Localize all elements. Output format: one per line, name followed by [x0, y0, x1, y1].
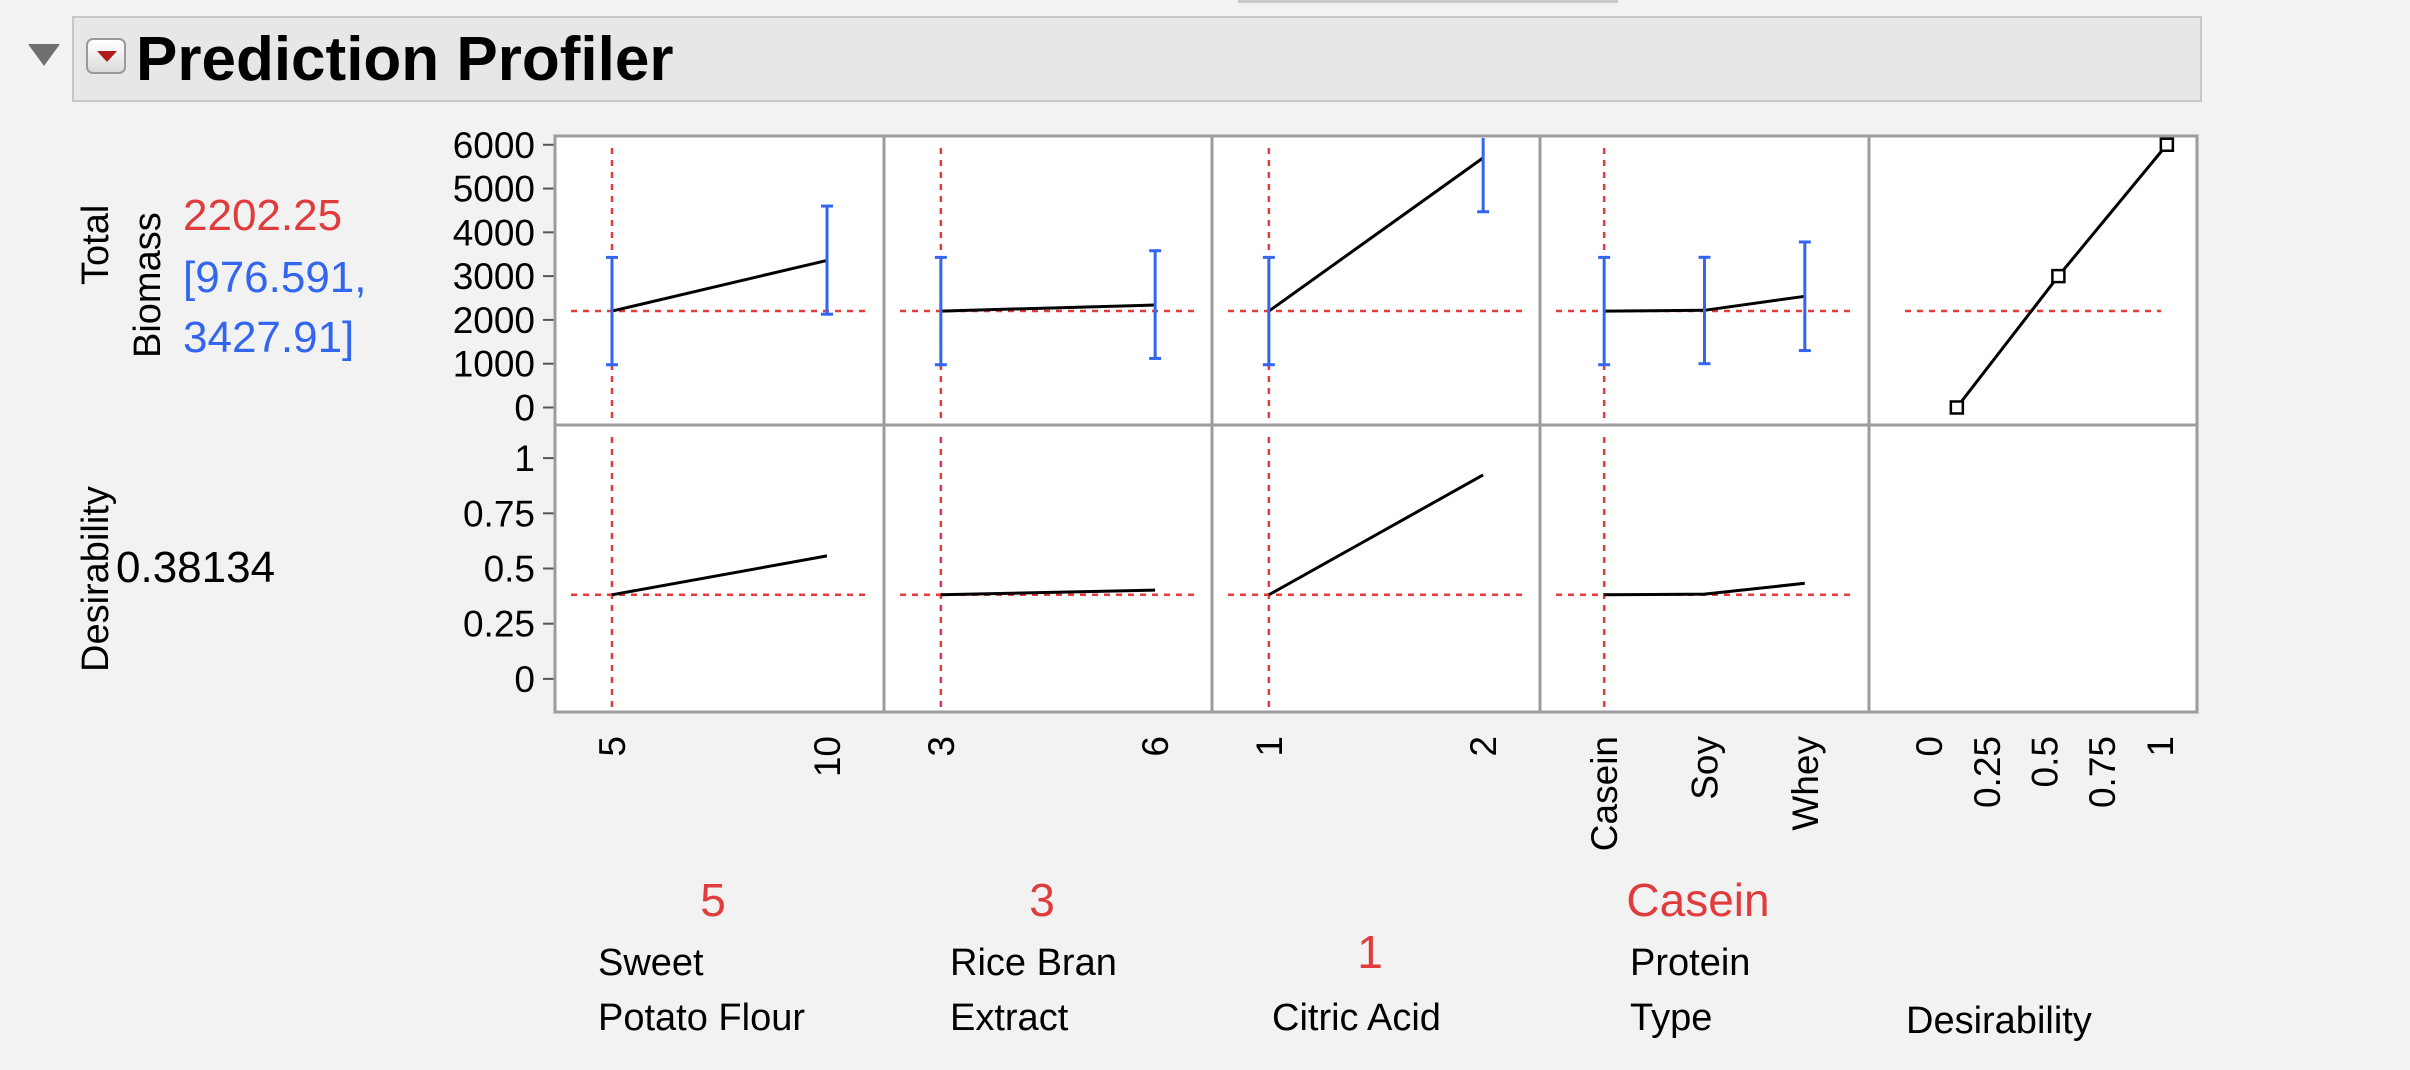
y-tick-label: 6000	[453, 125, 535, 166]
y-tick-label: 1	[514, 438, 535, 479]
biomass-profile-line	[940, 303, 1156, 313]
y-tick-label: 1000	[453, 344, 535, 385]
profiler-panel	[1212, 136, 1540, 425]
response-value-biomass: 2202.25	[183, 191, 342, 240]
profiler-panel	[1869, 425, 2197, 712]
desirability-profile-line	[611, 554, 828, 597]
profiler-panel	[1869, 136, 2197, 425]
response-label-total: Total	[75, 205, 117, 285]
desirability-handle-marker	[1949, 400, 1965, 415]
factor-name-label: Extract	[950, 997, 1069, 1039]
y-tick-label: 0	[514, 659, 535, 700]
confidence-interval-low: [976.591,	[183, 253, 367, 302]
desirability-axis-label: Desirability	[1906, 1000, 2092, 1042]
x-tick-label: 2	[1463, 736, 1504, 757]
disclosure-triangle-icon[interactable]	[28, 44, 60, 66]
y-tick-label: 2000	[453, 300, 535, 341]
profiler-panel	[884, 136, 1212, 425]
confidence-interval-high: 3427.91]	[183, 313, 354, 362]
x-tick-label: 0	[1909, 736, 1950, 757]
x-tick-label: Whey	[1785, 736, 1826, 831]
factor-name-label: Sweet	[598, 942, 704, 984]
biomass-profile-line	[1268, 156, 1484, 313]
x-tick-label: 0.75	[2082, 736, 2123, 808]
factor-name-label: Rice Bran	[950, 942, 1117, 984]
red-triangle-menu-icon[interactable]	[86, 38, 126, 74]
y-tick-label: 0.5	[484, 549, 535, 590]
x-tick-label: 10	[807, 736, 848, 777]
x-tick-label: 1	[1249, 736, 1290, 757]
profiler-panel	[884, 425, 1212, 712]
x-tick-label: 0.25	[1967, 736, 2008, 808]
factor-current-value: Casein	[1626, 874, 1769, 926]
desirability-handle-marker	[2051, 268, 2066, 284]
x-tick-label: 1	[2140, 736, 2181, 757]
factor-name-label: Potato Flour	[598, 997, 805, 1039]
y-tick-label: 4000	[453, 212, 535, 253]
page-title: Prediction Profiler	[136, 25, 674, 94]
x-tick-label: Soy	[1685, 736, 1726, 800]
profiler-panel	[555, 425, 884, 712]
desirability-profile-line	[1268, 473, 1484, 597]
profiler-header	[72, 16, 2202, 102]
factor-current-value: 3	[1029, 874, 1055, 926]
profiler-panel	[1212, 425, 1540, 712]
y-tick-label: 0.25	[463, 604, 535, 645]
x-tick-label: 0.5	[2025, 736, 2066, 787]
response-label-biomass: Biomass	[127, 212, 169, 358]
x-tick-label: 3	[921, 736, 962, 757]
factor-name-label: Protein	[1630, 942, 1750, 984]
x-tick-label: 5	[592, 736, 633, 757]
profiler-panel	[555, 136, 884, 425]
x-tick-label: 6	[1135, 736, 1176, 757]
profiler-panel	[1540, 425, 1869, 712]
desirability-profile-line	[1604, 581, 1805, 597]
window-tab-strip	[1238, 0, 1618, 3]
factor-name-label: Citric Acid	[1272, 997, 1441, 1039]
biomass-profile-line	[611, 258, 828, 313]
factor-current-value: 1	[1357, 926, 1383, 978]
factor-name-label: Type	[1630, 997, 1712, 1039]
y-tick-label: 0	[514, 387, 535, 428]
y-tick-label: 5000	[453, 169, 535, 210]
desirability-handle-marker	[2159, 137, 2175, 153]
y-tick-label: 3000	[453, 256, 535, 297]
y-tick-label: 0.75	[463, 493, 535, 534]
response-label-desirability: Desirability	[75, 486, 117, 672]
x-tick-label: Casein	[1584, 736, 1625, 851]
desirability-profile-line	[940, 588, 1156, 597]
factor-current-value: 5	[700, 874, 726, 926]
response-value-desirability: 0.38134	[116, 543, 275, 592]
